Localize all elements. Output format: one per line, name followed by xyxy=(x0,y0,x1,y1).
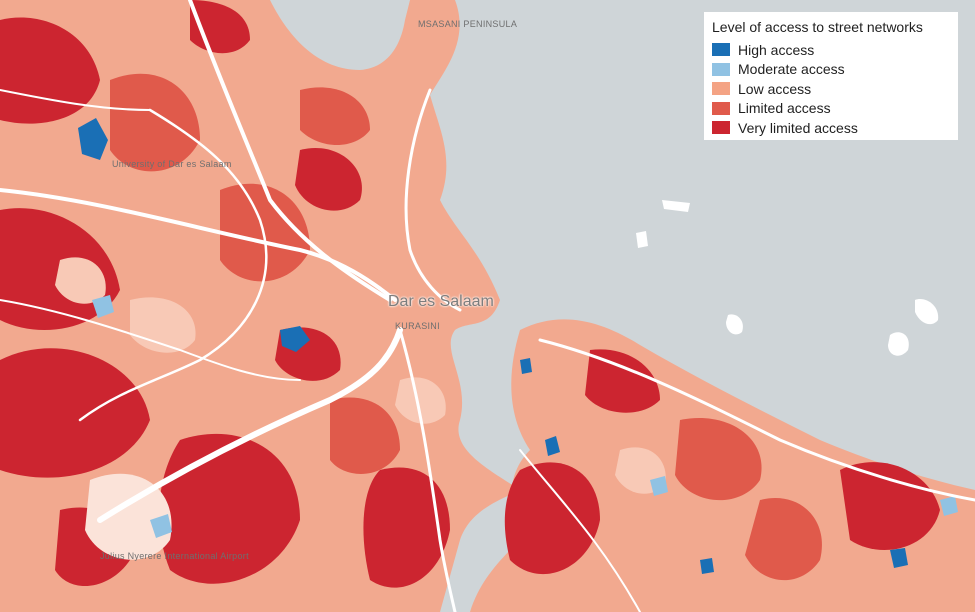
zone-moderate-1 xyxy=(92,295,114,318)
zone-limited-4 xyxy=(675,418,762,501)
zone-limited-3 xyxy=(330,397,400,474)
legend-label-low: Low access xyxy=(738,80,812,97)
legend-swatch-high xyxy=(712,43,730,57)
zone-very-limited-11 xyxy=(840,462,940,550)
zone-moderate-3 xyxy=(940,496,958,516)
legend-item-moderate: Moderate access xyxy=(712,60,950,80)
zone-very-limited-6 xyxy=(504,462,600,575)
label-airport: Julius Nyerere International Airport xyxy=(100,551,249,561)
label-kurasini: Kurasini xyxy=(395,321,440,331)
zone-high-2 xyxy=(280,326,310,352)
legend-item-very-limited: Very limited access xyxy=(712,118,950,138)
zone-high-3 xyxy=(545,436,560,456)
legend-swatch-moderate xyxy=(712,62,730,76)
zone-limited-5 xyxy=(300,87,370,145)
legend-item-limited: Limited access xyxy=(712,99,950,119)
legend-swatch-limited xyxy=(712,101,730,115)
road-north-west xyxy=(0,89,151,111)
zone-limited-1 xyxy=(110,73,200,172)
road-south-east xyxy=(519,449,641,612)
island-5 xyxy=(636,231,648,248)
road-nyerere xyxy=(97,327,403,523)
road-south xyxy=(398,328,457,612)
map-legend: Level of access to street networks High … xyxy=(704,12,958,140)
zone-low-2 xyxy=(55,257,106,304)
zone-limited-2 xyxy=(220,183,310,282)
road-morogoro xyxy=(0,188,397,302)
label-university: University of Dar es Salaam xyxy=(112,159,232,169)
legend-title: Level of access to street networks xyxy=(712,19,923,35)
island-1 xyxy=(915,299,939,325)
road-bagamoyo xyxy=(188,0,392,302)
city-label: Dar es Salaam xyxy=(388,293,494,310)
zone-moderate-2 xyxy=(650,476,668,496)
zone-moderate-4 xyxy=(150,514,172,538)
road-coast xyxy=(404,88,462,312)
zone-very-limited-1 xyxy=(0,17,100,124)
island-3 xyxy=(726,314,743,335)
road-west xyxy=(0,299,301,381)
road-east xyxy=(538,338,975,502)
zone-high-1 xyxy=(78,118,108,160)
zone-high-6 xyxy=(520,358,532,374)
legend-item-low: Low access xyxy=(712,79,950,99)
legend-label-limited: Limited access xyxy=(738,100,831,117)
legend-label-very-limited: Very limited access xyxy=(738,119,858,136)
zone-very-limited-4 xyxy=(159,433,300,584)
label-msasani: Msasani Peninsula xyxy=(418,19,518,29)
zone-very-limited-5 xyxy=(363,467,450,588)
zone-very-limited-7 xyxy=(585,349,660,413)
legend-swatch-low xyxy=(712,82,730,96)
island-4 xyxy=(662,200,690,212)
legend-swatch-very-limited xyxy=(712,121,730,135)
zone-limited-6 xyxy=(745,498,822,581)
zone-very-limited-9 xyxy=(295,148,362,211)
island-2 xyxy=(888,332,909,356)
zone-low-5 xyxy=(85,473,172,560)
legend-label-high: High access xyxy=(738,41,815,58)
road-ring xyxy=(78,108,268,422)
zone-high-5 xyxy=(700,558,714,574)
zone-high-4 xyxy=(890,548,908,568)
legend-label-moderate: Moderate access xyxy=(738,61,845,78)
zone-low-3 xyxy=(395,377,446,424)
zone-very-limited-3 xyxy=(0,348,150,478)
legend-item-high: High access xyxy=(712,40,950,60)
